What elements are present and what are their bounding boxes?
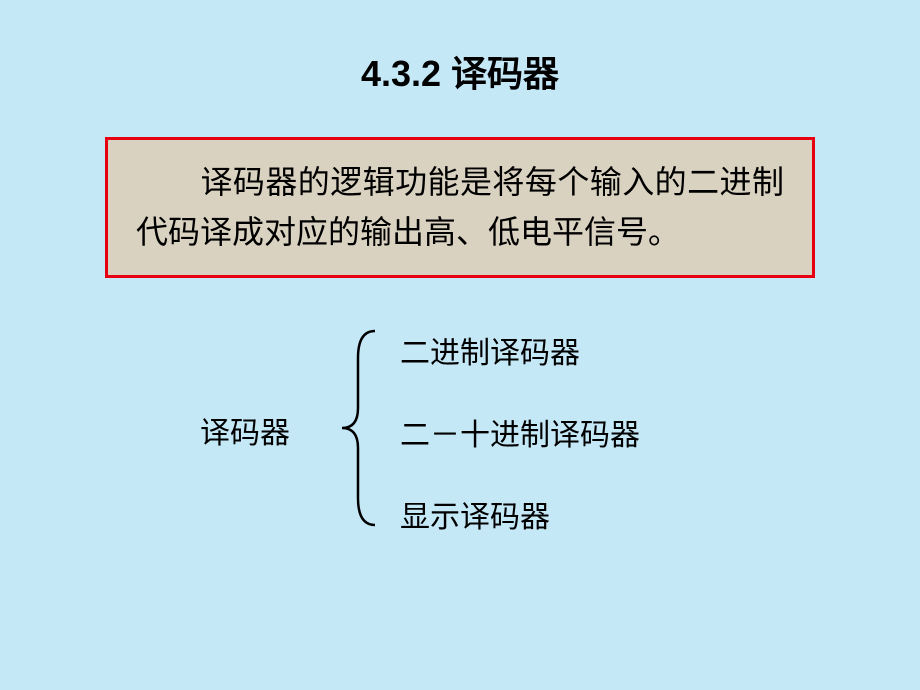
description-box: 译码器的逻辑功能是将每个输入的二进制代码译成对应的输出高、低电平信号。 (105, 137, 815, 278)
brace-icon (330, 323, 390, 533)
description-text: 译码器的逻辑功能是将每个输入的二进制代码译成对应的输出高、低电平信号。 (136, 164, 784, 250)
tree-item: 二进制译码器 (400, 328, 640, 372)
tree-item: 显示译码器 (400, 492, 640, 536)
tree-root-label: 译码器 (200, 408, 290, 452)
tree-section: 译码器 二进制译码器 二－十进制译码器 显示译码器 (0, 333, 920, 583)
tree-items: 二进制译码器 二－十进制译码器 显示译码器 (400, 328, 640, 574)
tree-item: 二－十进制译码器 (400, 410, 640, 454)
section-title: 4.3.2 译码器 (0, 0, 920, 97)
